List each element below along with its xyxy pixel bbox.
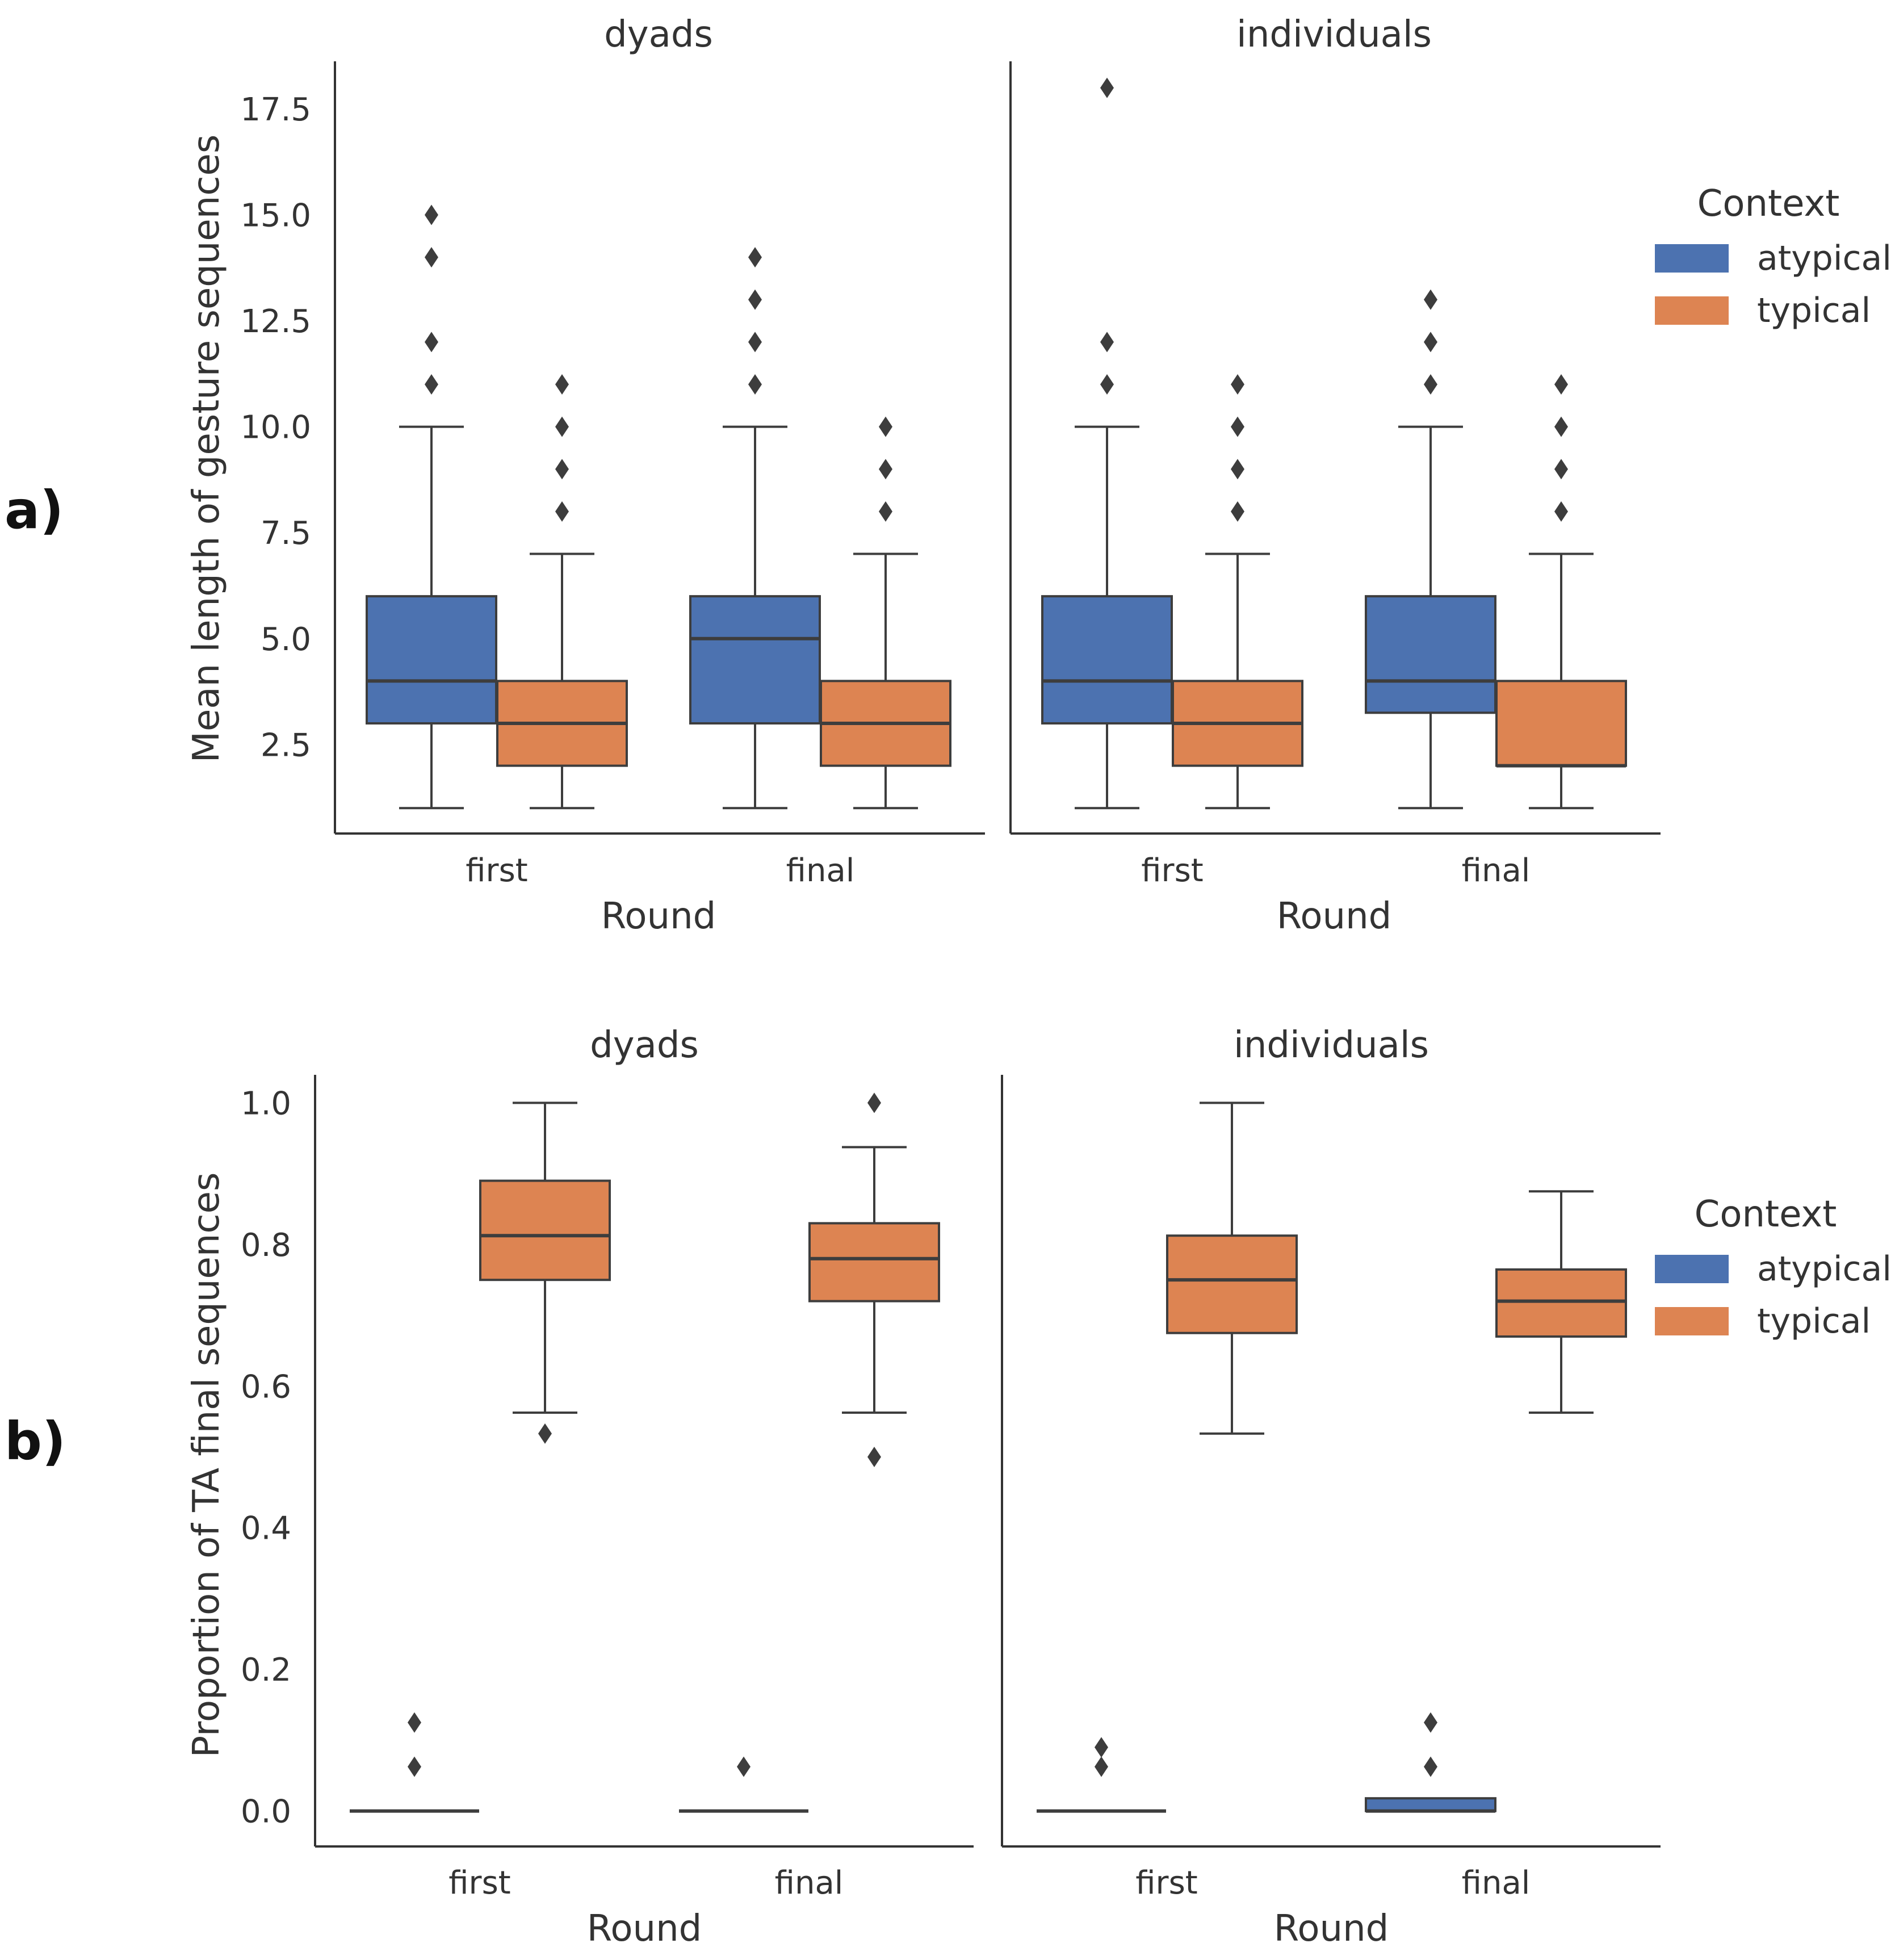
ylabel-a: Mean length of gesture sequences	[186, 135, 228, 763]
ytick-a-5: 15.0	[240, 198, 311, 234]
box-a-dyads-first-atypical-flier-0	[425, 374, 438, 395]
box-a-individuals-first-typical-flier-0	[1231, 501, 1244, 522]
box-a-individuals-final-atypical	[1365, 595, 1496, 714]
facet-title-b-individuals: individuals	[1234, 1024, 1429, 1066]
xtick-a-individuals-final: final	[1462, 852, 1531, 889]
legend-b: Context atypical typical	[1655, 1193, 1892, 1341]
box-b-dyads-first-typical	[479, 1179, 611, 1281]
box-b-dyads-final-typical-flier-1	[867, 1092, 881, 1113]
box-a-individuals-first-atypical-flier-2	[1100, 77, 1114, 98]
box-a-dyads-final-atypical-flier-2	[748, 289, 762, 310]
xlabel-a-dyads: Round	[601, 895, 716, 937]
ytick-a-0: 2.5	[261, 727, 311, 764]
ylabel-b: Proportion of TA final sequences	[186, 1172, 228, 1758]
box-a-individuals-final-typical	[1495, 680, 1627, 767]
ytick-a-3: 10.0	[240, 409, 311, 446]
box-a-individuals-final-typical-flier-2	[1554, 416, 1568, 437]
facet-title-a-individuals: individuals	[1236, 14, 1432, 56]
box-a-dyads-final-typical-flier-0	[879, 501, 892, 522]
box-a-dyads-first-typical-flier-0	[555, 501, 569, 522]
box-a-individuals-final-atypical-flier-0	[1424, 374, 1437, 395]
legend-a-swatch-atypical	[1655, 244, 1729, 273]
box-a-dyads-first-typical-flier-1	[555, 459, 569, 480]
ytick-b-1: 0.2	[241, 1652, 291, 1689]
box-a-individuals-first-atypical-flier-1	[1100, 332, 1114, 353]
box-b-dyads-final-typical-flier-0	[867, 1447, 881, 1467]
ytick-a-6: 17.5	[240, 91, 311, 128]
xtick-a-individuals-first: first	[1141, 852, 1203, 889]
xlabel-a-individuals: Round	[1277, 895, 1392, 937]
legend-b-swatch-typical	[1655, 1307, 1729, 1335]
box-b-dyads-first-atypical-flier-1	[408, 1712, 421, 1733]
ytick-a-2: 7.5	[261, 515, 311, 552]
box-a-dyads-first-atypical-flier-1	[425, 332, 438, 353]
box-a-dyads-final-atypical	[689, 595, 821, 724]
box-b-individuals-final-typical	[1495, 1268, 1627, 1338]
legend-a-title: Context	[1697, 183, 1840, 225]
box-a-dyads-first-atypical-flier-2	[425, 247, 438, 268]
ytick-b-0: 0.0	[241, 1794, 291, 1831]
ytick-a-1: 5.0	[261, 621, 311, 658]
legend-a-swatch-typical	[1655, 296, 1729, 325]
box-a-dyads-first-atypical-flier-3	[425, 204, 438, 225]
box-a-individuals-first-typical-flier-1	[1231, 459, 1244, 480]
box-a-individuals-final-atypical-flier-1	[1424, 332, 1437, 353]
xtick-a-dyads-final: final	[786, 852, 855, 889]
legend-a-label-atypical: atypical	[1757, 238, 1892, 278]
xtick-b-dyads-final: final	[775, 1865, 844, 1902]
ytick-a-4: 12.5	[240, 303, 311, 340]
box-a-individuals-final-typical-flier-3	[1554, 374, 1568, 395]
box-a-dyads-final-typical-flier-2	[879, 416, 892, 437]
box-a-dyads-final-typical-flier-1	[879, 459, 892, 480]
panel-label-b: b)	[5, 1411, 66, 1472]
box-a-individuals-first-atypical	[1041, 595, 1173, 724]
box-b-individuals-first-typical	[1166, 1234, 1298, 1334]
ytick-b-2: 0.4	[241, 1510, 291, 1547]
ytick-b-5: 1.0	[241, 1085, 291, 1122]
legend-a: Context atypical typical	[1655, 183, 1892, 330]
xlabel-b-individuals: Round	[1274, 1908, 1389, 1950]
box-a-individuals-final-typical-flier-1	[1554, 459, 1568, 480]
box-a-dyads-final-atypical-flier-1	[748, 332, 762, 353]
box-a-individuals-first-typical-flier-3	[1231, 374, 1244, 395]
xtick-b-dyads-first: first	[448, 1865, 510, 1902]
ytick-b-4: 0.8	[241, 1227, 291, 1264]
xtick-b-individuals-final: final	[1462, 1865, 1531, 1902]
legend-a-label-typical: typical	[1757, 291, 1871, 330]
xtick-b-individuals-first: first	[1135, 1865, 1197, 1902]
xlabel-b-dyads: Round	[587, 1908, 702, 1950]
plot-layer: 2.5 5.0 7.5 10.0 12.5 15.0 17.5 0.0 0.2 0.4 0.6 0.8…	[240, 61, 1661, 1848]
box-a-individuals-first-typical-flier-2	[1231, 416, 1244, 437]
box-b-dyads-first-atypical-flier-0	[408, 1756, 421, 1777]
box-b-dyads-final-atypical-flier-0	[737, 1756, 751, 1777]
legend-b-swatch-atypical	[1655, 1255, 1729, 1283]
box-a-dyads-final-atypical-flier-0	[748, 374, 762, 395]
box-b-individuals-first-atypical-flier-0	[1095, 1756, 1108, 1777]
xtick-a-dyads-first: first	[466, 852, 527, 889]
box-a-dyads-final-atypical-flier-3	[748, 247, 762, 268]
legend-b-label-atypical: atypical	[1757, 1249, 1892, 1289]
box-a-dyads-first-typical-flier-2	[555, 416, 569, 437]
box-b-individuals-final-atypical-flier-1	[1424, 1712, 1437, 1733]
box-a-dyads-first-typical-flier-3	[555, 374, 569, 395]
box-a-individuals-final-atypical-flier-2	[1424, 289, 1437, 310]
box-a-individuals-first-atypical-flier-0	[1100, 374, 1114, 395]
ytick-b-3: 0.6	[241, 1368, 291, 1405]
box-a-individuals-final-typical-flier-0	[1554, 501, 1568, 522]
box-b-individuals-final-atypical-flier-0	[1424, 1756, 1437, 1777]
legend-b-label-typical: typical	[1757, 1301, 1871, 1341]
box-b-dyads-final-typical	[808, 1222, 940, 1303]
box-a-dyads-first-atypical	[366, 595, 497, 724]
facet-title-b-dyads: dyads	[590, 1024, 699, 1066]
box-b-individuals-first-atypical-flier-1	[1095, 1737, 1108, 1758]
facet-title-a-dyads: dyads	[604, 14, 713, 56]
box-b-individuals-final-atypical	[1365, 1797, 1496, 1812]
box-b-dyads-first-typical-flier-0	[538, 1423, 552, 1444]
legend-b-title: Context	[1695, 1193, 1837, 1236]
panel-label-a: a)	[5, 480, 64, 541]
